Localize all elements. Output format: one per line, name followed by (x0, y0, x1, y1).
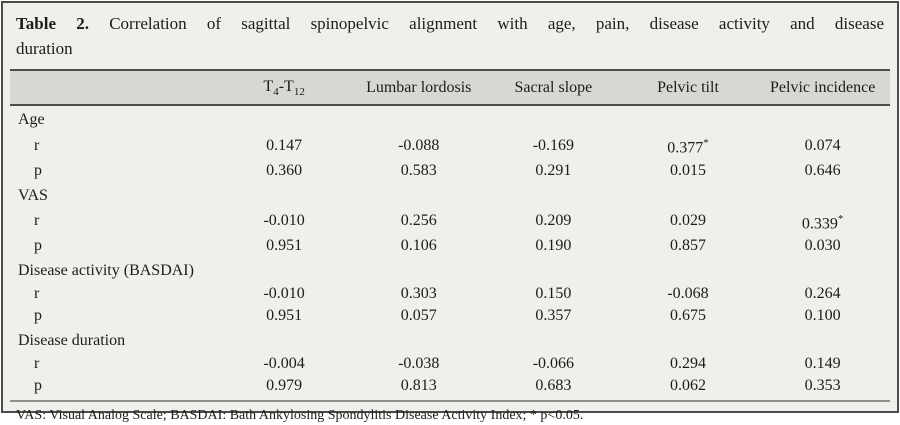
value-cell: 0.149 (755, 353, 890, 375)
stat-key-label: r (10, 208, 217, 235)
value-cell: 0.360 (217, 160, 352, 182)
value-cell: 0.057 (351, 305, 486, 327)
footnote: VAS: Visual Analog Scale; BASDAI: Bath A… (3, 402, 897, 425)
value-cell: 0.106 (351, 235, 486, 257)
value-cell: -0.010 (217, 208, 352, 235)
value-cell: 0.150 (486, 283, 621, 305)
value-cell: 0.377* (621, 132, 756, 159)
value-cell: 0.583 (351, 160, 486, 182)
col-header-sacral-slope: Sacral slope (486, 70, 621, 105)
value-cell: -0.068 (621, 283, 756, 305)
col-header-pelvic-tilt: Pelvic tilt (621, 70, 756, 105)
value-cell: 0.857 (621, 235, 756, 257)
header-row: T4-T12 Lumbar lordosis Sacral slope Pelv… (10, 70, 890, 105)
value-cell: 0.675 (621, 305, 756, 327)
value-cell: 0.979 (217, 375, 352, 397)
value-cell: 0.190 (486, 235, 621, 257)
value-cell: -0.066 (486, 353, 621, 375)
table-panel: Table 2. Correlation of sagittal spinope… (1, 1, 899, 413)
caption-line-2: duration (16, 36, 884, 61)
t4t12-sub2: 12 (294, 86, 305, 98)
section-label: Disease duration (10, 327, 890, 353)
significance-asterisk: * (703, 137, 709, 149)
value-cell: 0.256 (351, 208, 486, 235)
value-cell: 0.147 (217, 132, 352, 159)
section-label-row: VAS (10, 182, 890, 208)
significance-asterisk: * (838, 213, 844, 225)
caption-text: Correlation of sagittal spinopelvic alig… (109, 14, 884, 33)
value-cell: 0.100 (755, 305, 890, 327)
value-cell: 0.951 (217, 235, 352, 257)
value-cell: 0.030 (755, 235, 890, 257)
value-cell: 0.074 (755, 132, 890, 159)
stat-key-label: r (10, 353, 217, 375)
value-cell: 0.951 (217, 305, 352, 327)
value-cell: 0.813 (351, 375, 486, 397)
value-cell: 0.357 (486, 305, 621, 327)
stat-key-label: r (10, 132, 217, 159)
value-cell: 0.209 (486, 208, 621, 235)
value-cell: 0.029 (621, 208, 756, 235)
value-cell: 0.339* (755, 208, 890, 235)
value-cell: 0.264 (755, 283, 890, 305)
section-label-row: Disease duration (10, 327, 890, 353)
table-number: Table 2. (16, 14, 89, 33)
section-label: Age (10, 105, 890, 132)
value-cell: -0.088 (351, 132, 486, 159)
section-label-row: Disease activity (BASDAI) (10, 257, 890, 283)
value-cell: 0.015 (621, 160, 756, 182)
stat-key-label: p (10, 235, 217, 257)
caption-line-1: Table 2. Correlation of sagittal spinope… (16, 11, 884, 36)
t4t12-base2: -T (279, 78, 294, 95)
section-label-row: Age (10, 105, 890, 132)
value-cell: 0.303 (351, 283, 486, 305)
value-cell: 0.062 (621, 375, 756, 397)
value-cell: 0.353 (755, 375, 890, 397)
value-cell: 0.646 (755, 160, 890, 182)
stat-key-label: p (10, 305, 217, 327)
t4t12-base1: T (263, 78, 273, 95)
col-header-t4-t12: T4-T12 (217, 70, 352, 105)
stat-key-label: p (10, 160, 217, 182)
value-cell: 0.291 (486, 160, 621, 182)
value-cell: -0.169 (486, 132, 621, 159)
value-cell: 0.294 (621, 353, 756, 375)
section-label: Disease activity (BASDAI) (10, 257, 890, 283)
section-label: VAS (10, 182, 890, 208)
correlation-table: T4-T12 Lumbar lordosis Sacral slope Pelv… (10, 69, 890, 397)
value-cell: -0.038 (351, 353, 486, 375)
stat-key-label: p (10, 375, 217, 397)
value-cell: 0.683 (486, 375, 621, 397)
col-header-pelvic-incidence: Pelvic incidence (755, 70, 890, 105)
corner-cell (10, 70, 217, 105)
stat-key-label: r (10, 283, 217, 305)
value-cell: -0.010 (217, 283, 352, 305)
value-cell: -0.004 (217, 353, 352, 375)
table-caption: Table 2. Correlation of sagittal spinope… (3, 3, 897, 61)
col-header-lumbar-lordosis: Lumbar lordosis (351, 70, 486, 105)
